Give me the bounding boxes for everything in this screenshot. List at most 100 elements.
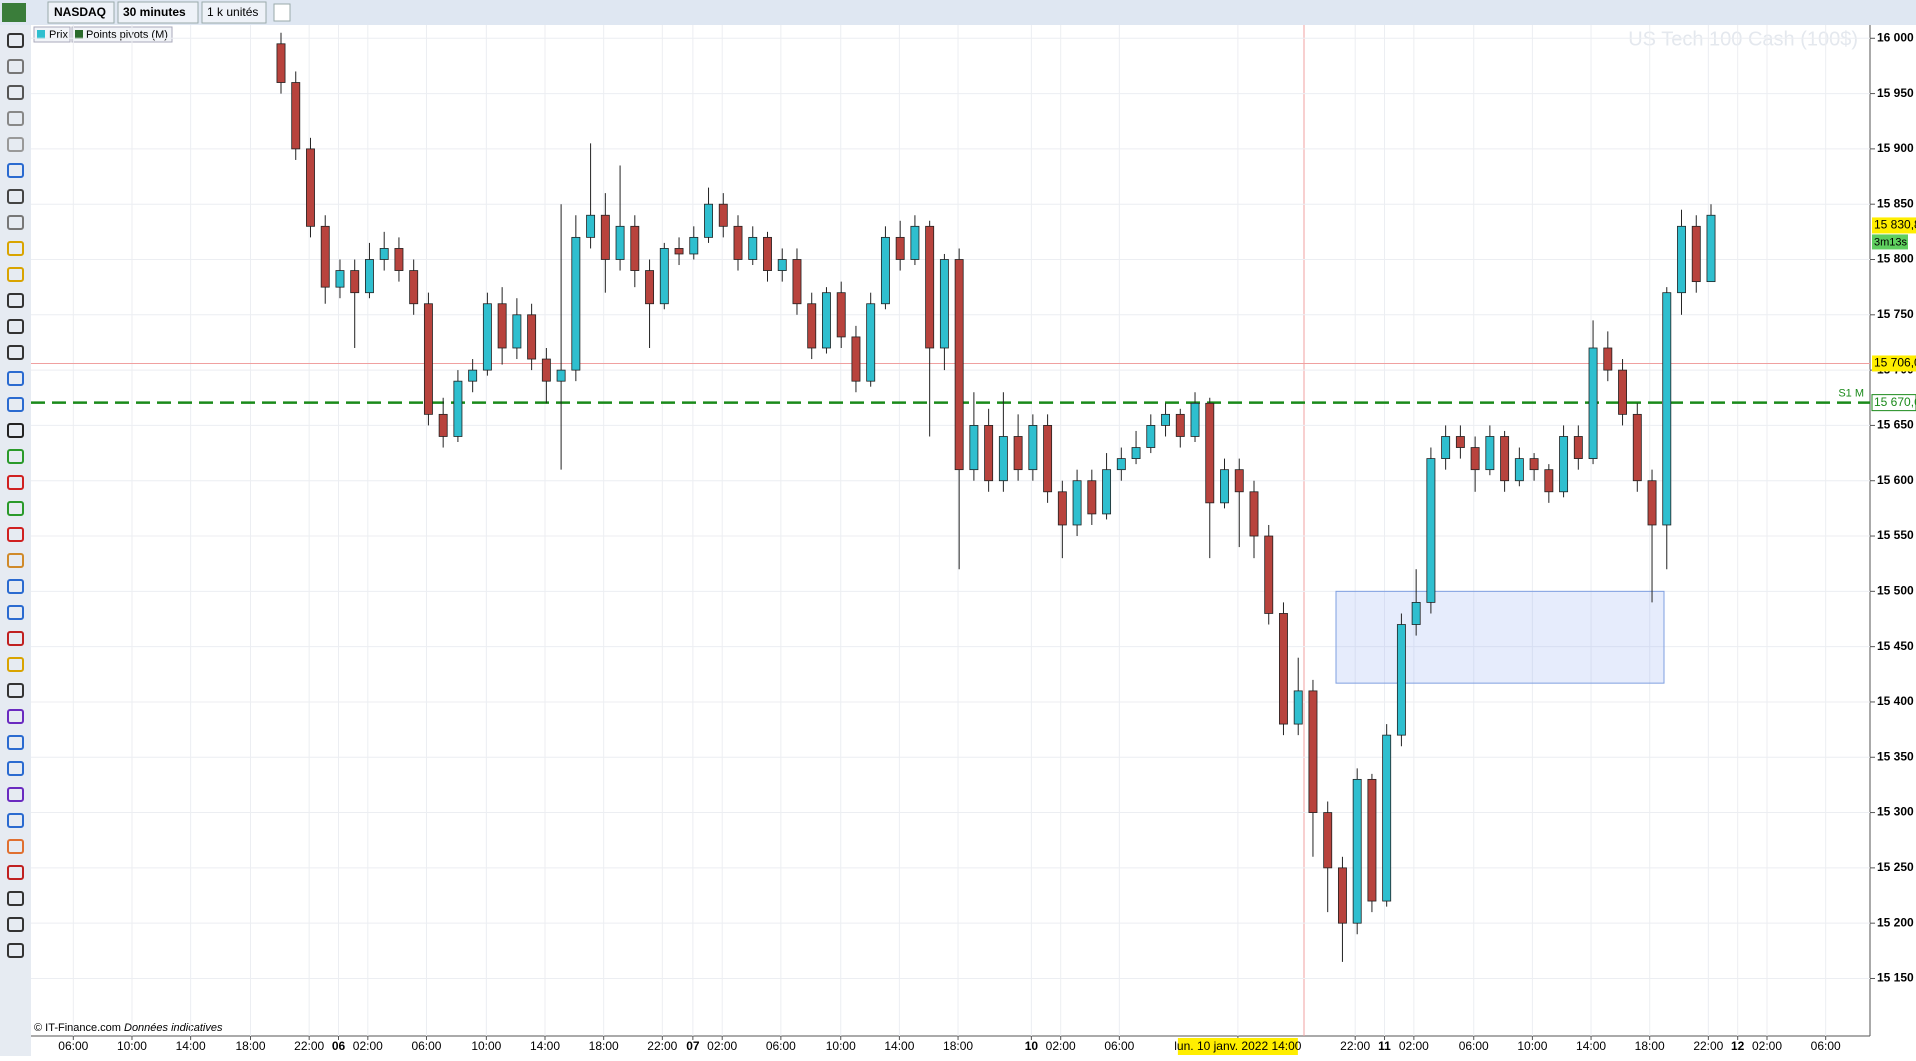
tool-icon[interactable]	[7, 527, 24, 542]
tool-icon[interactable]	[7, 33, 24, 48]
crosshair-label: 15 706,0	[1874, 356, 1916, 370]
tool-icon[interactable]	[7, 917, 24, 932]
candle-body	[1323, 812, 1333, 869]
tool-icon[interactable]	[7, 761, 24, 776]
tool-icon[interactable]	[7, 449, 24, 464]
candle-body	[1706, 214, 1716, 283]
candle-body	[1559, 436, 1569, 493]
candle-body	[748, 236, 758, 260]
size-select[interactable]	[201, 1, 267, 24]
size: 1 k unités	[207, 5, 258, 19]
tool-icon[interactable]	[7, 111, 24, 126]
candle-body	[541, 358, 551, 382]
tool-icon[interactable]	[7, 163, 24, 178]
tool-icon[interactable]	[7, 241, 24, 256]
candle-body	[453, 380, 463, 437]
candle-body	[866, 303, 876, 382]
symbol-select[interactable]	[47, 1, 115, 24]
tool-icon[interactable]	[7, 293, 24, 308]
tool-icon[interactable]	[7, 839, 24, 854]
candle-body	[1131, 447, 1141, 460]
x-tick-label: 02:00	[707, 1039, 737, 1053]
tool-icon[interactable]	[7, 85, 24, 100]
tool-icon[interactable]	[7, 397, 24, 412]
candle-body	[910, 225, 920, 260]
x-tick-label: 06:00	[1104, 1039, 1134, 1053]
candle-body	[1043, 425, 1053, 493]
tool-icon[interactable]	[7, 319, 24, 334]
tool-icon[interactable]	[7, 605, 24, 620]
candle-body	[423, 303, 433, 415]
x-tick-label: 06:00	[411, 1039, 441, 1053]
candle-body	[954, 259, 964, 471]
tool-icon[interactable]	[7, 215, 24, 230]
candle-body	[364, 259, 374, 294]
candle-body	[895, 236, 905, 260]
timer-bg	[1872, 234, 1908, 250]
period-select[interactable]	[117, 1, 199, 24]
candle-body	[822, 292, 831, 349]
candle-body	[1028, 425, 1038, 471]
candle-body	[379, 248, 389, 260]
tool-icon[interactable]	[7, 683, 24, 698]
tool-icon[interactable]	[7, 553, 24, 568]
tool-icon[interactable]	[7, 189, 24, 204]
footer-note: Données indicatives	[124, 1022, 223, 1034]
tool-icon[interactable]	[7, 59, 24, 74]
x-tick-label: 06:00	[1459, 1039, 1489, 1053]
candle-body	[1087, 480, 1097, 515]
pivot-label: 15 670,6	[1874, 395, 1916, 409]
info-button[interactable]	[273, 3, 291, 22]
candle-body	[1485, 436, 1495, 471]
tool-icon[interactable]	[7, 423, 24, 438]
tool-icon[interactable]	[7, 371, 24, 386]
tool-icon[interactable]	[7, 579, 24, 594]
candle-body	[836, 292, 846, 338]
tool-icon[interactable]	[7, 345, 24, 360]
candle-body	[468, 369, 478, 382]
x-tick-label: 14:00	[884, 1039, 914, 1053]
candle-body	[394, 248, 404, 271]
candle-body	[1647, 480, 1657, 526]
tool-icon[interactable]	[7, 657, 24, 672]
crosshair-label-bg	[1872, 355, 1916, 372]
candle-body	[645, 270, 655, 305]
candle-body	[659, 248, 669, 305]
tool-icon[interactable]	[7, 787, 24, 802]
y-tick-label: 15 900	[1877, 141, 1914, 155]
tool-icon[interactable]	[7, 735, 24, 750]
tool-icon[interactable]	[7, 475, 24, 490]
candle-body	[704, 203, 713, 238]
candle-body	[1057, 491, 1067, 526]
footer-source: © IT-Finance.com	[34, 1022, 121, 1034]
candle-body	[1161, 413, 1170, 426]
candle-body	[1396, 624, 1406, 736]
tool-icon[interactable]	[7, 631, 24, 646]
candle-body	[1308, 690, 1318, 813]
y-tick-label: 15 650	[1877, 418, 1914, 432]
tool-icon[interactable]	[7, 865, 24, 880]
tool-icon[interactable]	[7, 501, 24, 516]
candle-body	[807, 303, 817, 349]
tool-icon[interactable]	[7, 267, 24, 282]
candle-body	[600, 214, 610, 260]
candle-body	[777, 259, 787, 271]
tool-icon[interactable]	[7, 943, 24, 958]
tool-icon[interactable]	[7, 137, 24, 152]
tool-icon[interactable]	[7, 709, 24, 724]
x-tick-label: 07	[686, 1039, 700, 1053]
tool-icon[interactable]	[7, 891, 24, 906]
last-price-label-bg	[1872, 217, 1916, 234]
legend-label: Prix	[49, 29, 68, 41]
y-tick-label: 15 850	[1877, 196, 1914, 210]
candle-body	[1102, 469, 1112, 515]
candle-body	[1293, 690, 1303, 725]
tool-icon[interactable]	[7, 813, 24, 828]
candle-body	[689, 236, 699, 255]
candle-body	[1455, 436, 1465, 448]
x-tick-label: 02:00	[1752, 1039, 1782, 1053]
candle-body	[335, 270, 345, 288]
candle-body	[1279, 613, 1288, 725]
y-tick-label: 15 950	[1877, 86, 1914, 100]
